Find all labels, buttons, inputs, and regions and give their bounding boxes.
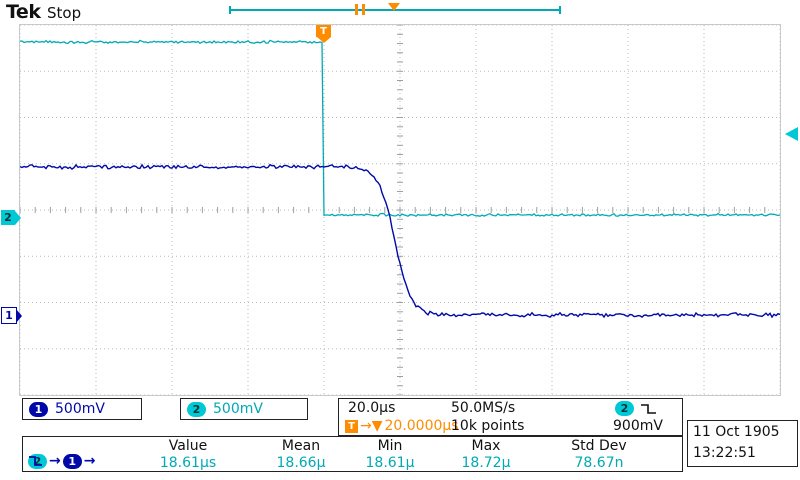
record-bar-right-cap-icon — [559, 6, 561, 14]
ch2-scale: 500mV — [213, 401, 263, 417]
meas-min: 18.61μ — [365, 455, 415, 471]
record-bar-left-cap-icon — [229, 6, 231, 14]
trigger-falling-edge-icon — [641, 404, 656, 414]
trigger-level: 900mV — [613, 418, 663, 434]
trigger-level-arrow-icon — [785, 127, 798, 141]
meas-max: 18.72μ — [461, 455, 511, 471]
marker-pointer-icon — [16, 308, 22, 323]
record-length: 10k points — [451, 418, 525, 434]
meas-mean: 18.66μ — [276, 455, 326, 471]
tek-logo: Tek — [6, 1, 41, 23]
datetime-panel: 11 Oct 1905 13:22:51 — [687, 420, 798, 467]
meas-header-min: Min — [377, 438, 403, 454]
ch2-ground-marker: 2 — [1, 210, 21, 225]
graticule — [19, 24, 781, 396]
horizontal-trigger-panel: 20.0μs 50.0MS/s 2 T →▼ 20.0000μs 10k poi… — [338, 398, 683, 436]
time-display: 13:22:51 — [693, 445, 756, 461]
meas-arrow: → — [49, 453, 61, 469]
trigger-position-icon — [388, 3, 400, 11]
ch1-marker-label: 1 — [5, 309, 13, 322]
ch2-readout: 2 500mV — [180, 398, 308, 420]
meas-header-mean: Mean — [281, 438, 321, 454]
measurement-panel: Value Mean Min Max Std Dev 18.61μs 18.66… — [22, 436, 683, 472]
trigger-source-badge: 2 — [615, 401, 634, 416]
meas-stddev: 78.67n — [574, 455, 624, 471]
window-marker-icon — [355, 4, 358, 15]
window-marker-icon — [362, 4, 365, 15]
ch2-badge: 2 — [187, 401, 206, 417]
ch2-marker-label: 2 — [4, 211, 12, 224]
ch1-scale: 500mV — [55, 401, 105, 417]
measurement-source-label: 2 → 1 → — [28, 453, 95, 469]
sample-rate: 50.0MS/s — [451, 400, 516, 416]
meas-dst-badge: 1 — [62, 453, 82, 469]
meas-arrow: → — [83, 453, 96, 469]
meas-header-value: Value — [168, 438, 208, 454]
date-display: 11 Oct 1905 — [693, 424, 780, 440]
ch1-badge: 1 — [29, 401, 48, 417]
marker-pointer-icon — [15, 210, 21, 225]
delay-readout: T →▼ 20.0000μs — [345, 418, 459, 434]
acquisition-status: Stop — [47, 4, 82, 22]
timebase-scale: 20.0μs — [348, 400, 396, 416]
meas-header-max: Max — [471, 438, 501, 454]
delay-value: 20.0000μs — [384, 418, 459, 434]
trigger-marker: T — [316, 25, 331, 43]
waveform-plot — [20, 25, 780, 395]
trigger-marker-label: T — [320, 25, 327, 37]
meas-header-stddev: Std Dev — [571, 438, 627, 454]
ch1-ground-marker: 1 — [1, 307, 22, 324]
trigger-t-badge: T — [345, 419, 358, 433]
delay-arrow: →▼ — [360, 418, 383, 434]
falling-edge-icon — [29, 456, 42, 466]
meas-value: 18.61μs — [159, 455, 217, 471]
ch1-readout: 1 500mV — [22, 398, 142, 420]
